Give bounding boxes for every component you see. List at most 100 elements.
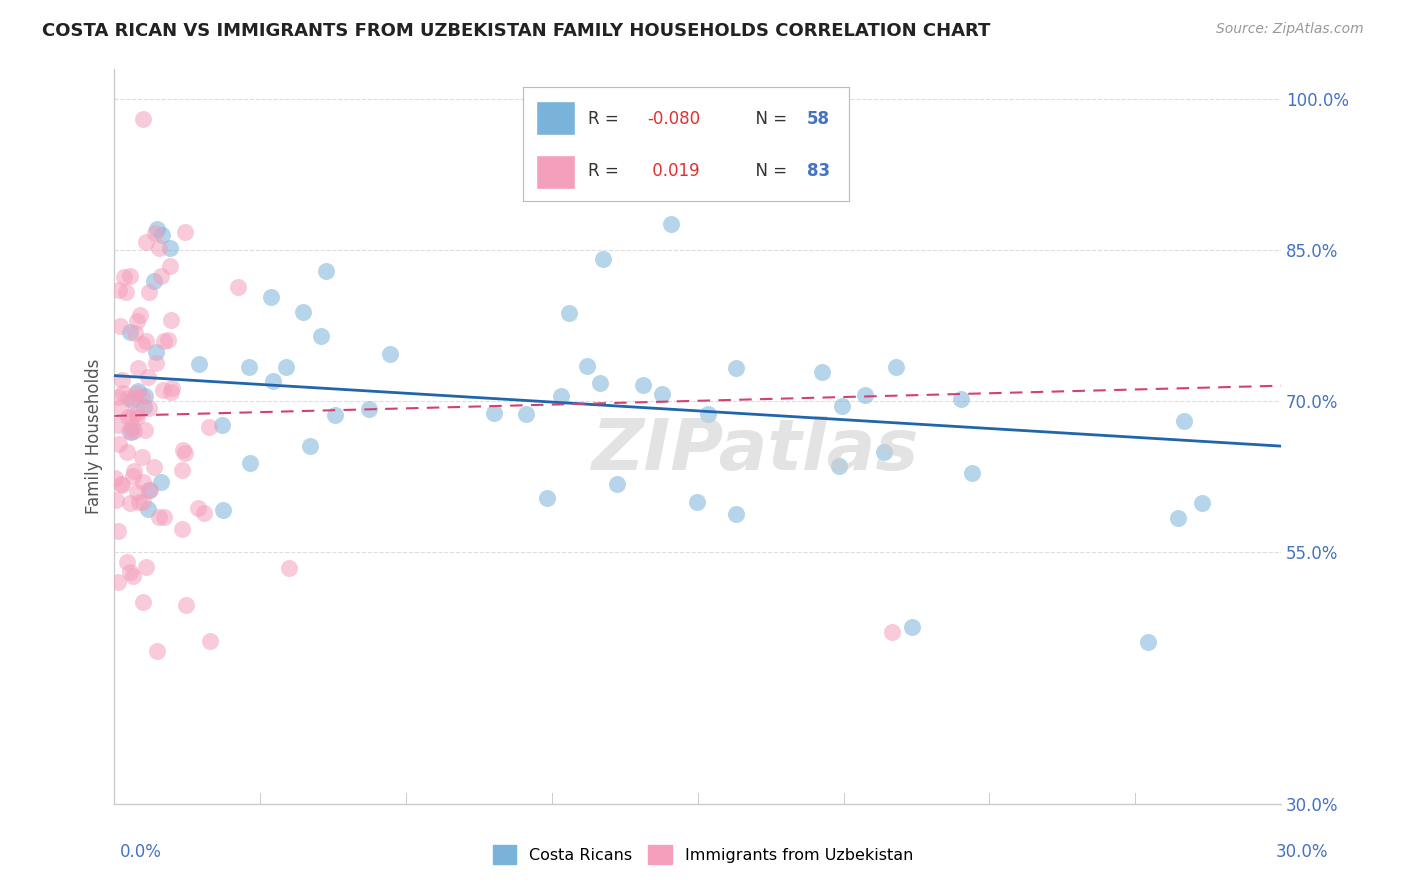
Point <box>108 437 131 451</box>
Point <box>828 459 851 474</box>
Point <box>152 384 174 398</box>
Point <box>118 495 141 509</box>
Text: ZIPatlas: ZIPatlas <box>592 417 920 485</box>
Point <box>120 425 142 439</box>
Point <box>882 625 904 640</box>
Point <box>132 494 155 508</box>
Point <box>323 409 346 423</box>
Point <box>131 595 153 609</box>
Point <box>174 446 197 460</box>
Point <box>124 392 146 406</box>
Point <box>725 507 748 521</box>
Point <box>853 387 876 401</box>
Point <box>146 221 169 235</box>
Point <box>108 319 131 334</box>
Point <box>900 620 922 634</box>
Point <box>114 285 136 300</box>
Point <box>160 312 183 326</box>
Point <box>118 326 141 340</box>
Point <box>104 492 127 507</box>
Point <box>148 509 170 524</box>
Point <box>121 392 143 407</box>
Point <box>174 599 197 613</box>
Point <box>357 402 380 417</box>
Point <box>121 409 143 424</box>
Point <box>111 373 134 387</box>
Point <box>146 644 169 658</box>
Point <box>575 359 598 373</box>
Point <box>118 269 141 284</box>
Point <box>212 503 235 517</box>
Point <box>831 399 853 413</box>
Point <box>696 407 718 421</box>
Point <box>811 365 834 379</box>
Point <box>120 565 142 579</box>
Point <box>125 314 148 328</box>
Point <box>135 334 157 348</box>
Point <box>145 356 167 370</box>
Point <box>121 420 143 434</box>
Point <box>162 381 184 395</box>
Point <box>1136 635 1159 649</box>
Point <box>515 407 537 421</box>
Point <box>950 392 973 407</box>
Point <box>121 569 143 583</box>
Point <box>107 524 129 538</box>
Point <box>131 390 153 404</box>
Point <box>260 290 283 304</box>
Point <box>138 285 160 300</box>
Point <box>274 359 297 374</box>
Point <box>117 391 139 405</box>
Point <box>378 347 401 361</box>
Point <box>132 400 155 414</box>
Point <box>152 509 174 524</box>
Point <box>226 280 249 294</box>
Point <box>127 384 149 399</box>
Point <box>558 306 581 320</box>
Point <box>135 560 157 574</box>
Point <box>238 359 260 374</box>
Point <box>131 336 153 351</box>
Point <box>134 423 156 437</box>
Point <box>484 405 506 419</box>
Point <box>172 522 194 536</box>
Point <box>107 418 129 433</box>
Point <box>107 390 129 404</box>
Point <box>153 334 176 348</box>
Point <box>134 389 156 403</box>
Point <box>159 260 181 274</box>
Point <box>211 417 233 432</box>
Point <box>122 464 145 478</box>
Point <box>239 456 262 470</box>
Point <box>589 376 612 390</box>
Point <box>132 112 155 126</box>
Point <box>127 361 149 376</box>
Point <box>145 345 167 359</box>
Point <box>138 401 160 415</box>
Point <box>143 226 166 240</box>
Point <box>278 560 301 574</box>
Text: Source: ZipAtlas.com: Source: ZipAtlas.com <box>1216 22 1364 37</box>
Point <box>309 329 332 343</box>
Point <box>298 439 321 453</box>
Point <box>150 228 173 243</box>
Point <box>131 450 153 464</box>
Point <box>127 409 149 424</box>
Point <box>291 305 314 319</box>
Point <box>104 471 127 485</box>
Point <box>1173 414 1195 428</box>
Point <box>125 484 148 499</box>
Point <box>115 555 138 569</box>
Point <box>135 235 157 250</box>
Y-axis label: Family Households: Family Households <box>86 359 103 514</box>
Point <box>606 477 628 491</box>
Point <box>110 477 132 491</box>
Point <box>198 633 221 648</box>
Legend: Costa Ricans, Immigrants from Uzbekistan: Costa Ricans, Immigrants from Uzbekistan <box>486 838 920 871</box>
Point <box>198 420 221 434</box>
Point <box>143 274 166 288</box>
Point <box>1191 496 1213 510</box>
Point <box>592 252 614 266</box>
Point <box>143 459 166 474</box>
Point <box>187 501 209 516</box>
